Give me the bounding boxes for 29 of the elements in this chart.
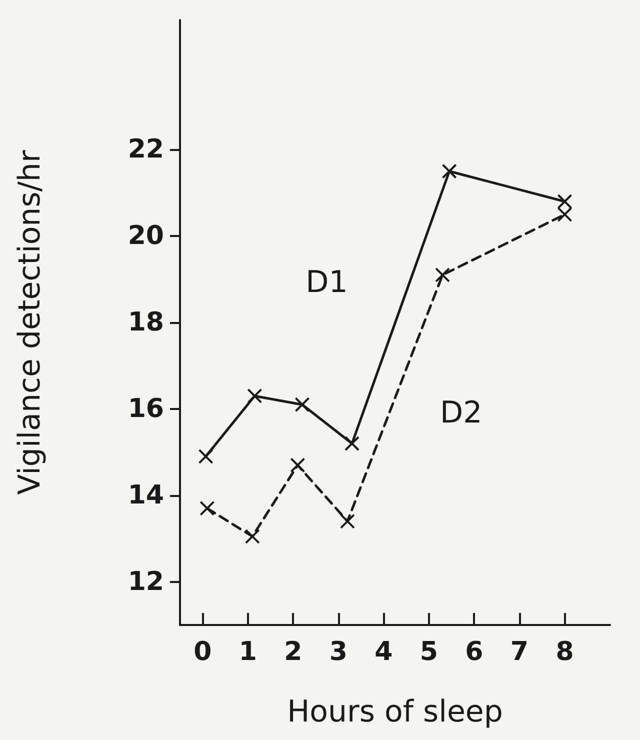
x-tick-label: 5 bbox=[420, 637, 438, 667]
x-tick-label: 2 bbox=[284, 637, 302, 667]
point bbox=[294, 397, 310, 412]
y-tick-label: 22 bbox=[128, 134, 164, 165]
point bbox=[435, 267, 450, 282]
point bbox=[200, 500, 215, 516]
point bbox=[344, 436, 360, 451]
point bbox=[247, 388, 262, 404]
series-label: D2 bbox=[440, 396, 482, 431]
point bbox=[442, 164, 457, 179]
y-tick-label: 14 bbox=[128, 480, 164, 510]
y-tick-label: 18 bbox=[128, 308, 164, 338]
x-tick-label: 6 bbox=[465, 637, 484, 667]
point bbox=[290, 458, 306, 473]
x-tick-label: 8 bbox=[556, 637, 574, 667]
x-axis-title: Hours of sleep bbox=[287, 694, 503, 730]
x-tick-label: 3 bbox=[329, 637, 348, 667]
x-tick-label: 7 bbox=[510, 637, 529, 667]
x-tick-label: 0 bbox=[194, 637, 212, 667]
series-label: D1 bbox=[306, 264, 348, 300]
x-tick-label: 4 bbox=[374, 637, 393, 667]
point bbox=[340, 514, 355, 529]
y-tick-label: 20 bbox=[128, 221, 164, 252]
point bbox=[244, 528, 260, 544]
y-tick-label: 16 bbox=[128, 394, 164, 424]
point bbox=[198, 448, 214, 464]
y-tick-label: 12 bbox=[128, 566, 164, 597]
x-tick-label: 1 bbox=[238, 637, 257, 667]
y-axis-title: Vigilance detections/hr bbox=[12, 150, 48, 495]
